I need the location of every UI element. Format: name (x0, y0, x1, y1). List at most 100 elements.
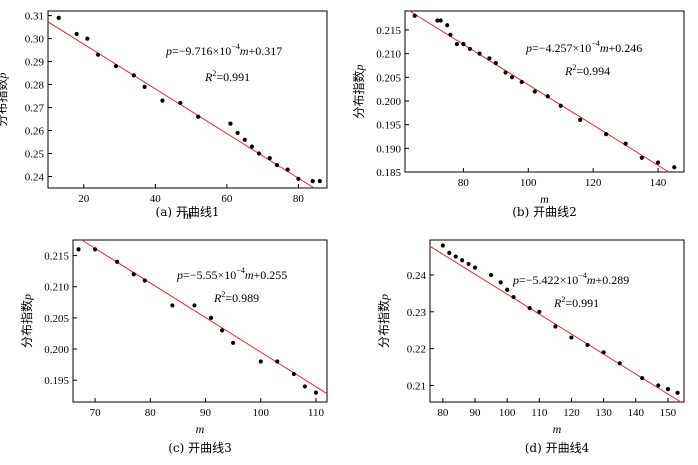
data-point (291, 371, 296, 377)
data-point (258, 359, 263, 364)
data-point (131, 272, 136, 277)
data-point (208, 315, 214, 320)
equation-var: m (587, 273, 596, 287)
equation-var: m (245, 268, 254, 282)
data-point (672, 165, 677, 170)
data-point (74, 31, 79, 37)
data-point (453, 254, 458, 259)
fit-line (429, 245, 682, 403)
data-point (553, 324, 558, 329)
y-tick-label: 0.29 (25, 57, 45, 69)
equation-exponent: −4 (236, 266, 245, 275)
data-point (85, 36, 90, 41)
data-point (115, 259, 120, 264)
data-point (170, 303, 175, 308)
equation-lhs: p (525, 41, 532, 55)
y-tick-label: 0.215 (44, 251, 69, 263)
data-point (142, 84, 147, 89)
data-point (467, 46, 472, 51)
x-tick-label: 40 (150, 193, 162, 205)
x-tick-label: 100 (252, 407, 269, 419)
x-tick-label: 140 (628, 407, 645, 419)
data-point (160, 98, 165, 103)
x-tick-label: 140 (650, 177, 667, 189)
equation-post: +0.255 (254, 268, 288, 282)
y-tick-label: 0.200 (44, 344, 69, 356)
fit-equation: p=−5.55×10−4m+0.255 (176, 266, 287, 282)
equation-post: +0.289 (596, 273, 630, 287)
y-tick-label: 0.195 (376, 120, 401, 132)
data-point (604, 132, 609, 137)
equation-exponent: −4 (578, 271, 587, 280)
equation-pre: =−4.257×10 (532, 41, 591, 55)
r-squared-value: =0.994 (576, 64, 610, 78)
r-squared: R2=0.991 (553, 295, 599, 310)
data-point (447, 250, 452, 255)
data-point (317, 179, 322, 184)
r-squared-value: =0.991 (565, 296, 599, 310)
equation-exponent: −4 (231, 42, 240, 51)
data-point (76, 247, 81, 252)
fit-line (81, 239, 328, 395)
y-tick-label: 0.22 (407, 344, 426, 356)
data-point (511, 294, 516, 300)
y-tick-label: 0.205 (376, 72, 401, 84)
r-squared-value: =0.991 (216, 70, 250, 84)
equation-post: +0.317 (249, 44, 283, 58)
data-point (493, 60, 498, 66)
y-tick-label: 0.210 (44, 282, 69, 294)
data-point (435, 18, 440, 23)
data-point (639, 155, 644, 160)
y-tick-label: 0.210 (376, 49, 401, 61)
data-point (488, 272, 494, 278)
data-point (617, 361, 622, 366)
data-point (256, 151, 262, 156)
data-point (440, 243, 445, 248)
x-tick-label: 90 (200, 407, 212, 419)
data-point (558, 103, 563, 108)
equation-exponent: −4 (591, 39, 600, 48)
panel-caption: (c) 开曲线3 (168, 441, 232, 455)
equation-var: m (240, 44, 249, 58)
data-point (274, 162, 280, 168)
equation-var: m (600, 41, 609, 55)
y-tick-label: 0.27 (25, 103, 45, 115)
fit-equation: p=−4.257×10−4m+0.246 (525, 39, 642, 55)
x-tick-label: 80 (437, 407, 449, 419)
data-point (675, 390, 680, 395)
data-point (466, 261, 471, 267)
x-tick-label: 90 (470, 407, 482, 419)
x-axis-label: m (196, 422, 205, 436)
data-point (178, 100, 183, 106)
data-point (310, 179, 315, 184)
x-tick-label: 150 (660, 407, 677, 419)
r-squared: R2=0.994 (564, 63, 610, 78)
x-tick-label: 110 (308, 407, 325, 419)
y-tick-label: 0.23 (407, 307, 427, 319)
y-tick-label: 0.24 (407, 270, 427, 282)
data-point (537, 309, 542, 314)
data-point (623, 141, 628, 146)
data-point (228, 121, 233, 126)
y-axis-label: 分布指数p (19, 294, 34, 348)
data-point (113, 64, 119, 69)
data-point (569, 335, 574, 340)
data-point (219, 328, 225, 333)
data-point (313, 390, 319, 395)
data-point (448, 32, 453, 37)
x-axis-label: m (183, 208, 192, 222)
data-point (242, 137, 247, 142)
data-point (56, 15, 61, 20)
data-point (519, 79, 524, 85)
data-point (302, 384, 308, 389)
data-point (487, 56, 492, 61)
r-squared: R2=0.989 (213, 290, 259, 305)
x-tick-label: 80 (145, 407, 157, 419)
equation-pre: =−9.716×10 (172, 44, 231, 58)
y-tick-label: 0.185 (376, 167, 401, 179)
data-point (532, 89, 537, 94)
data-point (461, 42, 466, 47)
data-point (231, 340, 236, 345)
